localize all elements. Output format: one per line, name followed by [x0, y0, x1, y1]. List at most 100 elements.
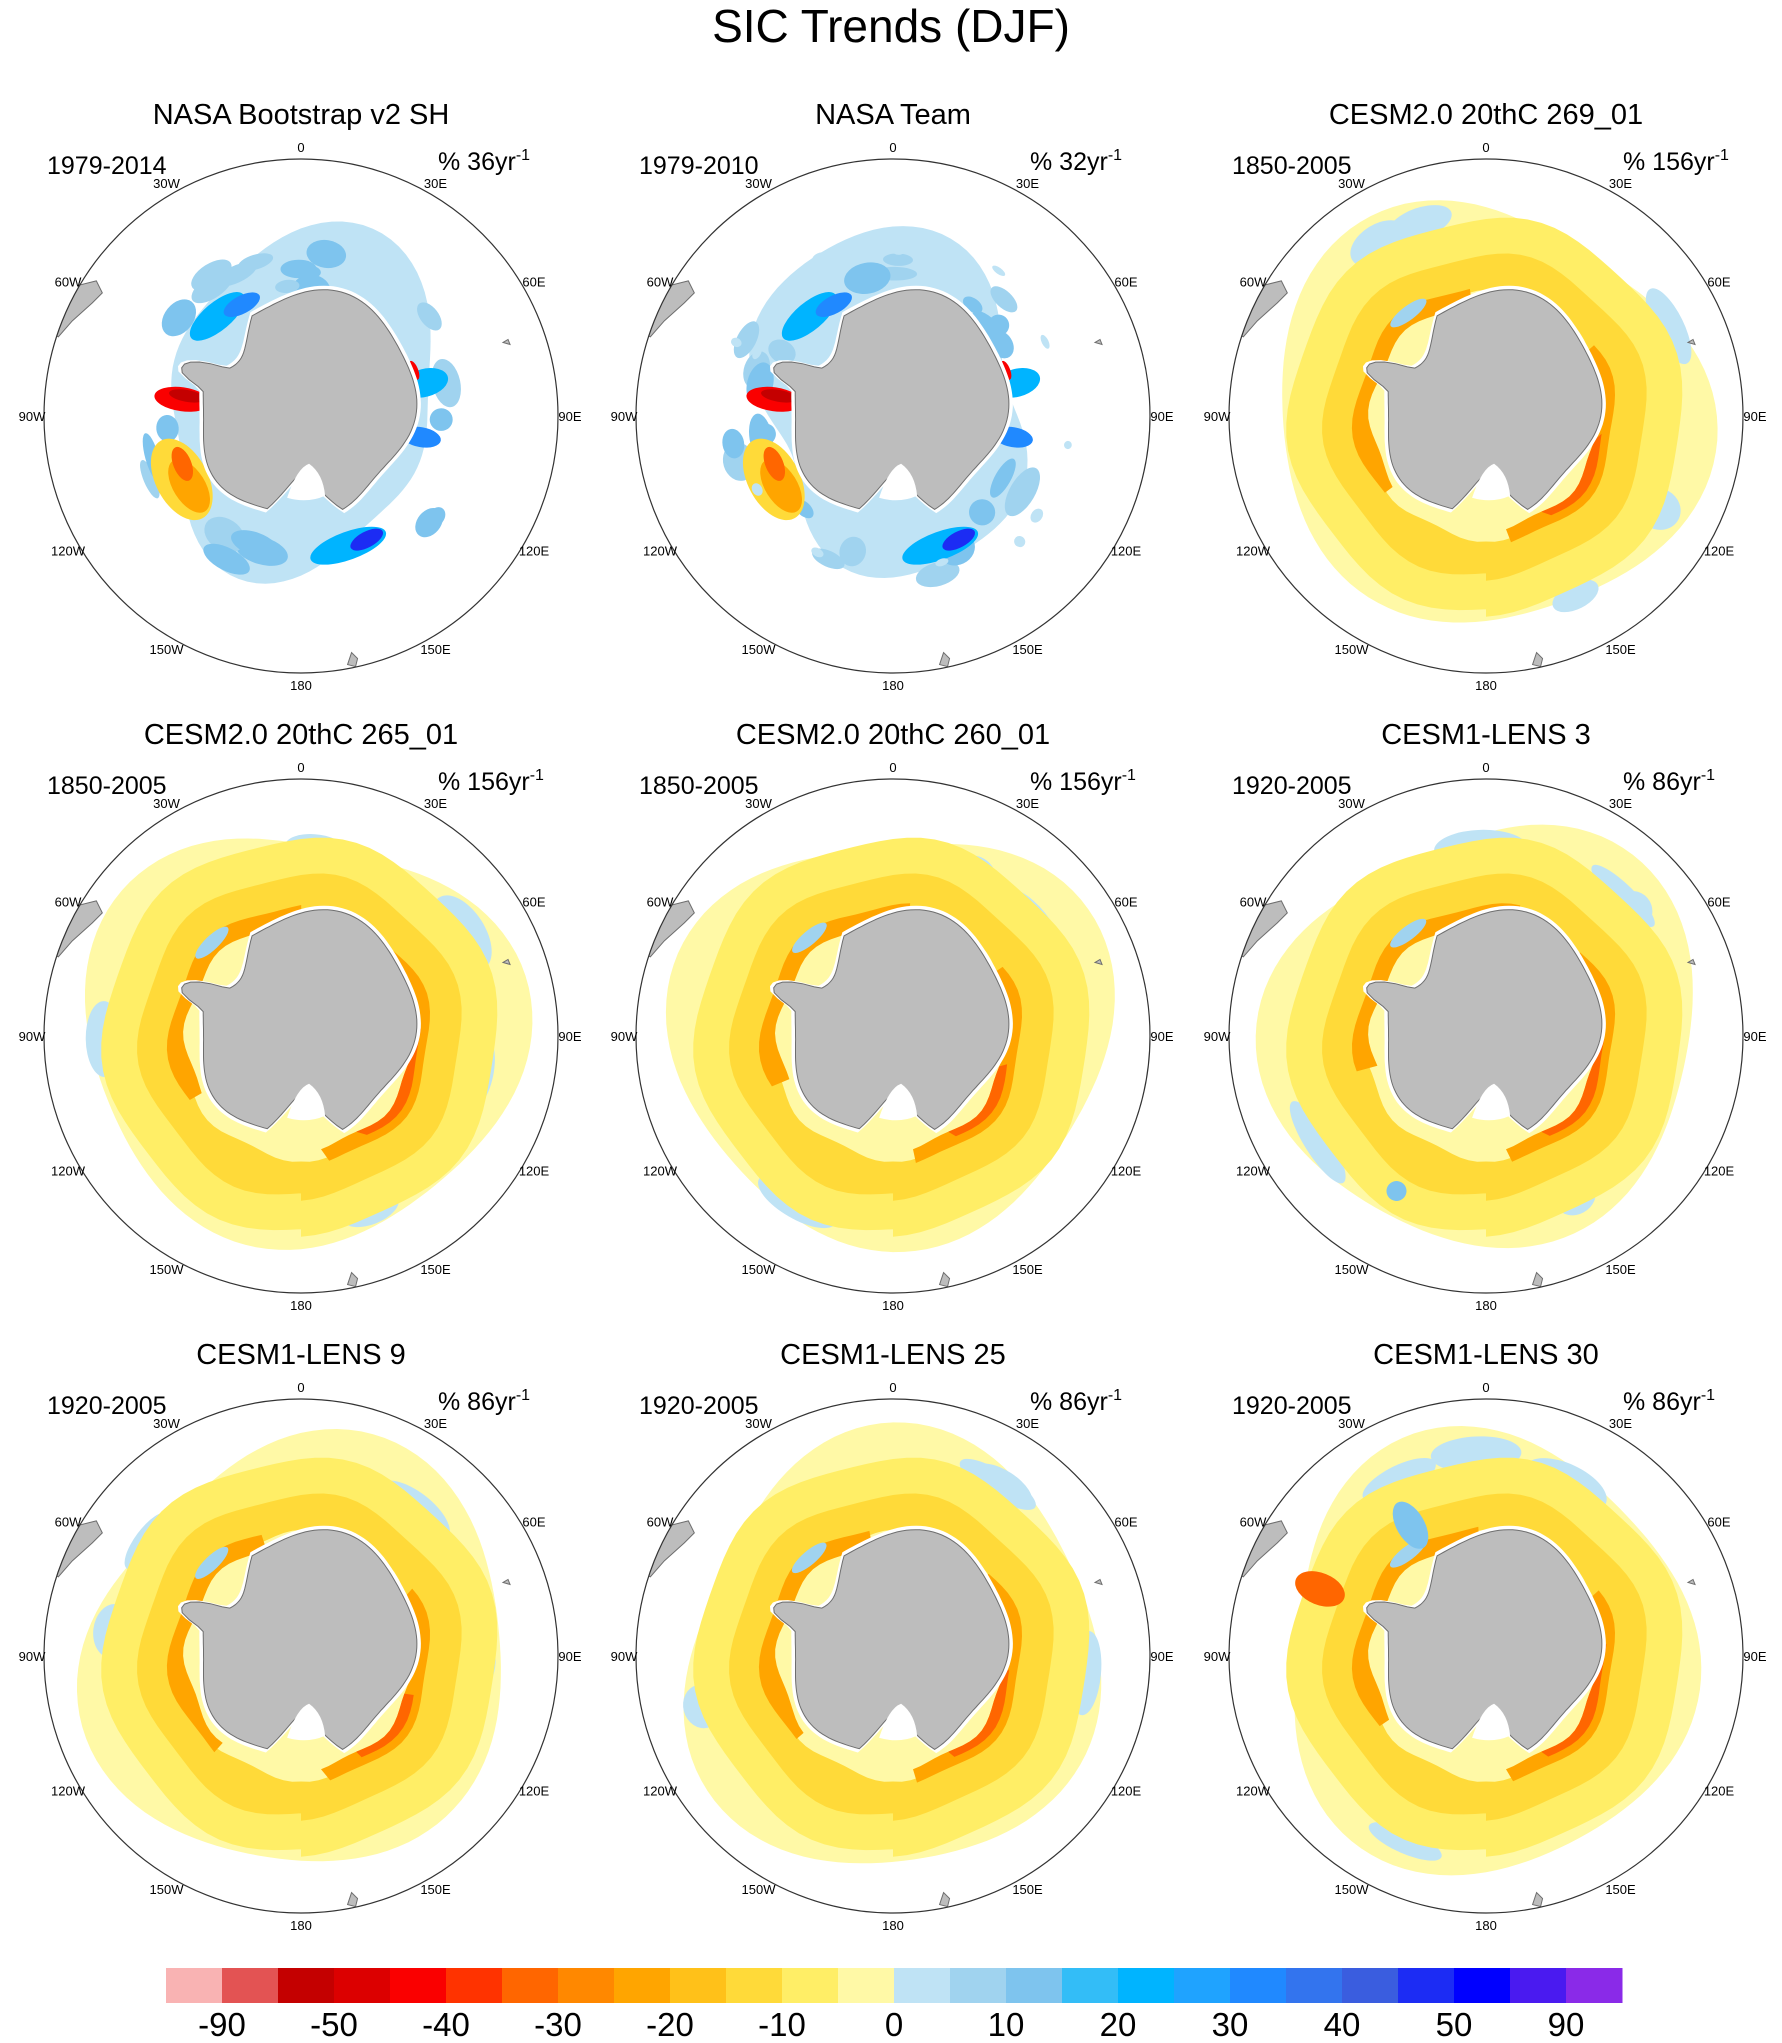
trend-patch: [763, 446, 786, 481]
colorbar-box: [1510, 1968, 1567, 2003]
colorbar-label: -90: [198, 2006, 246, 2043]
map-border: [1228, 158, 1744, 674]
trend-patch: [1030, 508, 1044, 523]
trend-patch: [935, 558, 949, 567]
colorbar-label: 90: [1548, 2006, 1585, 2043]
longitude-label: 0: [297, 1380, 304, 1395]
trend-patch: [1295, 1571, 1345, 1607]
map-field: [636, 226, 1103, 668]
longitude-label: 150E: [1012, 1882, 1043, 1897]
map-border: [635, 158, 1151, 674]
longitude-label: 60W: [1240, 1515, 1267, 1530]
panel-title: NASA Team: [815, 99, 971, 131]
map-field: [1229, 1426, 1702, 1908]
longitude-label: 90E: [1743, 409, 1766, 424]
map-panel: CESM1-LENS 3 1920-2005 % 86yr-1 0 30E 60E 90E 1…: [1204, 719, 1767, 1313]
colorbar-box: [1062, 1968, 1119, 2003]
map-panel: CESM1-LENS 30 1920-2005 % 86yr-1 0 30E 60E 90E…: [1204, 1339, 1767, 1933]
colorbar-box: [1286, 1968, 1343, 2003]
longitude-label: 120W: [1236, 1784, 1271, 1799]
longitude-label: 150W: [150, 1262, 185, 1277]
longitude-label: 60E: [1707, 895, 1730, 910]
longitude-label: 90E: [558, 1649, 581, 1664]
ross-ice-shelf: [287, 1703, 326, 1741]
longitude-label: 150E: [420, 1882, 451, 1897]
island: [938, 651, 951, 668]
ross-ice-shelf: [287, 463, 326, 501]
trend-patch: [883, 253, 913, 266]
trend-patch: [811, 547, 824, 558]
longitude-label: 0: [889, 140, 896, 155]
island: [1093, 958, 1103, 966]
longitude-label: 30W: [153, 176, 180, 191]
longitude-label: 0: [1482, 760, 1489, 775]
panel-period: 1979-2010: [639, 152, 759, 180]
panel-scale: % 156yr-1: [1623, 147, 1729, 176]
longitude-label: 30W: [745, 1416, 772, 1431]
longitude-label: 60W: [647, 895, 674, 910]
colorbar-label: -30: [534, 2006, 582, 2043]
map-field: [44, 221, 511, 668]
colorbar-label: 40: [1324, 2006, 1361, 2043]
panel-period: 1850-2005: [47, 772, 167, 800]
longitude-label: 0: [297, 760, 304, 775]
longitude-label: 120W: [51, 544, 86, 559]
longitude-label: 120E: [519, 1164, 550, 1179]
trend-patch: [350, 528, 384, 551]
trend-patch: [761, 389, 797, 403]
longitude-label: 150E: [1605, 1882, 1636, 1897]
panel-scale: % 156yr-1: [438, 767, 544, 796]
trend-patch: [429, 408, 453, 431]
map-panel: NASA Team 1979-2010 % 32yr-1 0 30E 60E 90E 120E…: [611, 99, 1174, 693]
longitude-label: 30E: [1016, 176, 1039, 191]
trend-patch: [156, 414, 179, 442]
colorbar-box: [1342, 1968, 1399, 2003]
trend-band: [1541, 433, 1602, 516]
panel-scale: % 32yr-1: [1030, 147, 1122, 176]
longitude-label: 30W: [1338, 1416, 1365, 1431]
map-field: [636, 837, 1115, 1288]
longitude-label: 90W: [19, 409, 46, 424]
longitude-label: 90E: [558, 1029, 581, 1044]
trend-patch: [191, 259, 232, 291]
trend-band: [1506, 345, 1615, 543]
trend-patch: [915, 561, 960, 588]
trend-patch: [214, 262, 257, 287]
longitude-label: 180: [290, 678, 312, 693]
colorbar-box: [558, 1968, 615, 2003]
trend-patch: [417, 302, 442, 331]
colorbar-label: 10: [988, 2006, 1025, 2043]
colorbar-label: -40: [422, 2006, 470, 2043]
panel-title: NASA Bootstrap v2 SH: [153, 99, 450, 131]
trend-patch: [1368, 1822, 1442, 1861]
longitude-label: 90W: [1204, 1029, 1231, 1044]
trend-patch: [722, 428, 745, 459]
panel-title: CESM1-LENS 30: [1373, 1339, 1599, 1371]
longitude-label: 180: [1475, 678, 1497, 693]
colorbar-label: -50: [310, 2006, 358, 2043]
longitude-label: 150W: [742, 642, 777, 657]
ross-ice-shelf: [879, 1083, 918, 1121]
island: [501, 1578, 511, 1586]
map-field: [44, 1429, 511, 1908]
longitude-label: 90W: [1204, 409, 1231, 424]
longitude-label: 60E: [1707, 275, 1730, 290]
map-panel: CESM2.0 20thC 269_01 1850-2005 % 156yr-1 0 3…: [1204, 99, 1767, 693]
ross-ice-shelf: [879, 1703, 918, 1741]
longitude-label: 90E: [1150, 409, 1173, 424]
trend-patch: [195, 1546, 229, 1579]
trend-patch: [140, 460, 160, 499]
trend-patch: [942, 528, 976, 551]
longitude-label: 150W: [150, 642, 185, 657]
longitude-label: 0: [889, 1380, 896, 1395]
map-border: [1228, 778, 1744, 1294]
colorbar: -90 -50 -40 -30 -20 -10 0 10 20 30 40 50 90: [166, 1968, 1623, 2043]
colorbar-box: [390, 1968, 447, 2003]
longitude-label: 120E: [1704, 1784, 1735, 1799]
trend-band: [1541, 1039, 1605, 1136]
colorbar-box: [1118, 1968, 1175, 2003]
longitude-label: 90W: [611, 409, 638, 424]
trend-band: [356, 1693, 414, 1758]
trend-band: [1351, 288, 1472, 493]
island: [346, 1891, 359, 1908]
